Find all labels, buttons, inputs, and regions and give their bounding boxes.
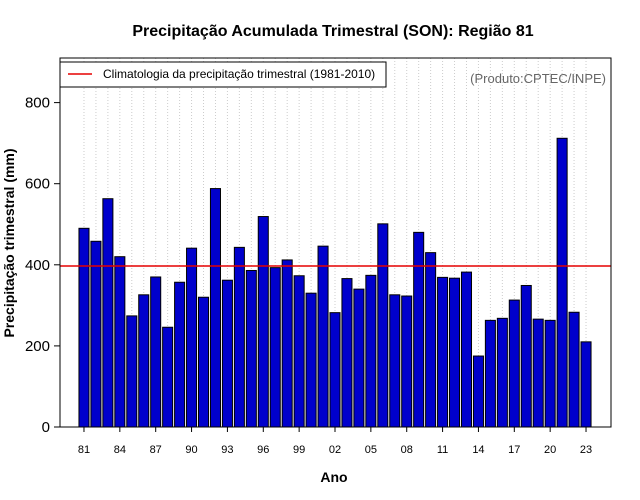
bar-2011 bbox=[437, 276, 449, 428]
legend-label: Climatologia da precipitação trimestral … bbox=[103, 67, 375, 81]
bar-2016 bbox=[496, 317, 508, 428]
bar-1997 bbox=[269, 267, 281, 428]
legend: Climatologia da precipitação trimestral … bbox=[59, 61, 387, 88]
bar-2019 bbox=[532, 318, 544, 428]
bar-2000 bbox=[305, 292, 317, 428]
bar-1982 bbox=[90, 240, 102, 428]
bar-1985 bbox=[126, 315, 138, 428]
x-tick-label: 81 bbox=[78, 444, 90, 456]
bar-2017 bbox=[508, 299, 520, 428]
bar-2022 bbox=[568, 311, 580, 428]
y-tick-label: 400 bbox=[25, 257, 50, 274]
bar-1986 bbox=[138, 294, 150, 428]
bar-2020 bbox=[544, 319, 556, 428]
x-tick-label: 90 bbox=[185, 444, 197, 456]
bar-2006 bbox=[377, 223, 389, 428]
x-tick-label: 20 bbox=[544, 444, 556, 456]
x-tick-label: 84 bbox=[114, 444, 126, 456]
bar-2021 bbox=[556, 137, 568, 428]
bar-1996 bbox=[257, 216, 269, 428]
y-axis: 0 200 400 600 800 bbox=[25, 95, 60, 436]
x-tick-label: 23 bbox=[580, 444, 592, 456]
bar-2003 bbox=[341, 278, 353, 428]
bar-2015 bbox=[484, 319, 496, 428]
credit-label: (Produto:CPTEC/INPE) bbox=[470, 71, 606, 86]
y-axis-title: Precipitação trimestral (mm) bbox=[1, 148, 17, 337]
bars bbox=[78, 137, 592, 428]
bar-1995 bbox=[245, 269, 257, 428]
y-tick-label: 800 bbox=[25, 95, 50, 112]
y-tick-label: 0 bbox=[42, 419, 50, 436]
bar-1992 bbox=[209, 188, 221, 428]
bar-2004 bbox=[353, 288, 365, 428]
bar-1988 bbox=[162, 326, 174, 428]
x-tick-label: 05 bbox=[365, 444, 377, 456]
y-tick-label: 600 bbox=[25, 176, 50, 193]
bar-2001 bbox=[317, 245, 329, 428]
bar-2007 bbox=[389, 294, 401, 428]
x-tick-label: 87 bbox=[150, 444, 162, 456]
bar-1993 bbox=[221, 279, 233, 428]
x-tick-label: 17 bbox=[508, 444, 520, 456]
bar-2023 bbox=[580, 341, 592, 428]
bar-1994 bbox=[233, 246, 245, 428]
x-tick-label: 14 bbox=[472, 444, 484, 456]
x-tick-label: 99 bbox=[293, 444, 305, 456]
bar-1983 bbox=[102, 198, 114, 428]
x-tick-label: 11 bbox=[437, 444, 448, 456]
bar-1998 bbox=[281, 259, 293, 428]
bar-2014 bbox=[472, 355, 484, 428]
bar-1999 bbox=[293, 275, 305, 428]
bar-2005 bbox=[365, 274, 377, 428]
bar-1984 bbox=[114, 256, 126, 428]
bar-1987 bbox=[150, 276, 162, 428]
bar-2018 bbox=[520, 284, 532, 428]
bar-1990 bbox=[186, 247, 198, 428]
bar-2002 bbox=[329, 312, 341, 428]
x-tick-label: 96 bbox=[257, 444, 269, 456]
x-axis-title: Ano bbox=[320, 469, 347, 485]
chart-title: Precipitação Acumulada Trimestral (SON):… bbox=[132, 23, 533, 40]
x-tick-label: 02 bbox=[329, 444, 341, 456]
bar-2013 bbox=[460, 271, 473, 428]
bar-1991 bbox=[197, 296, 210, 428]
bar-2008 bbox=[401, 295, 413, 428]
x-tick-label: 93 bbox=[221, 444, 233, 456]
legend-box bbox=[59, 61, 387, 88]
bar-2012 bbox=[449, 277, 461, 428]
bar-2010 bbox=[425, 252, 437, 428]
y-tick-label: 200 bbox=[25, 338, 50, 355]
bar-1989 bbox=[174, 281, 186, 428]
x-axis: 81 84 87 90 93 96 99 02 05 08 11 14 17 20 23 bbox=[78, 427, 592, 456]
bar-2009 bbox=[413, 231, 425, 428]
x-tick-label: 08 bbox=[401, 444, 413, 456]
bar-1981 bbox=[78, 227, 90, 428]
